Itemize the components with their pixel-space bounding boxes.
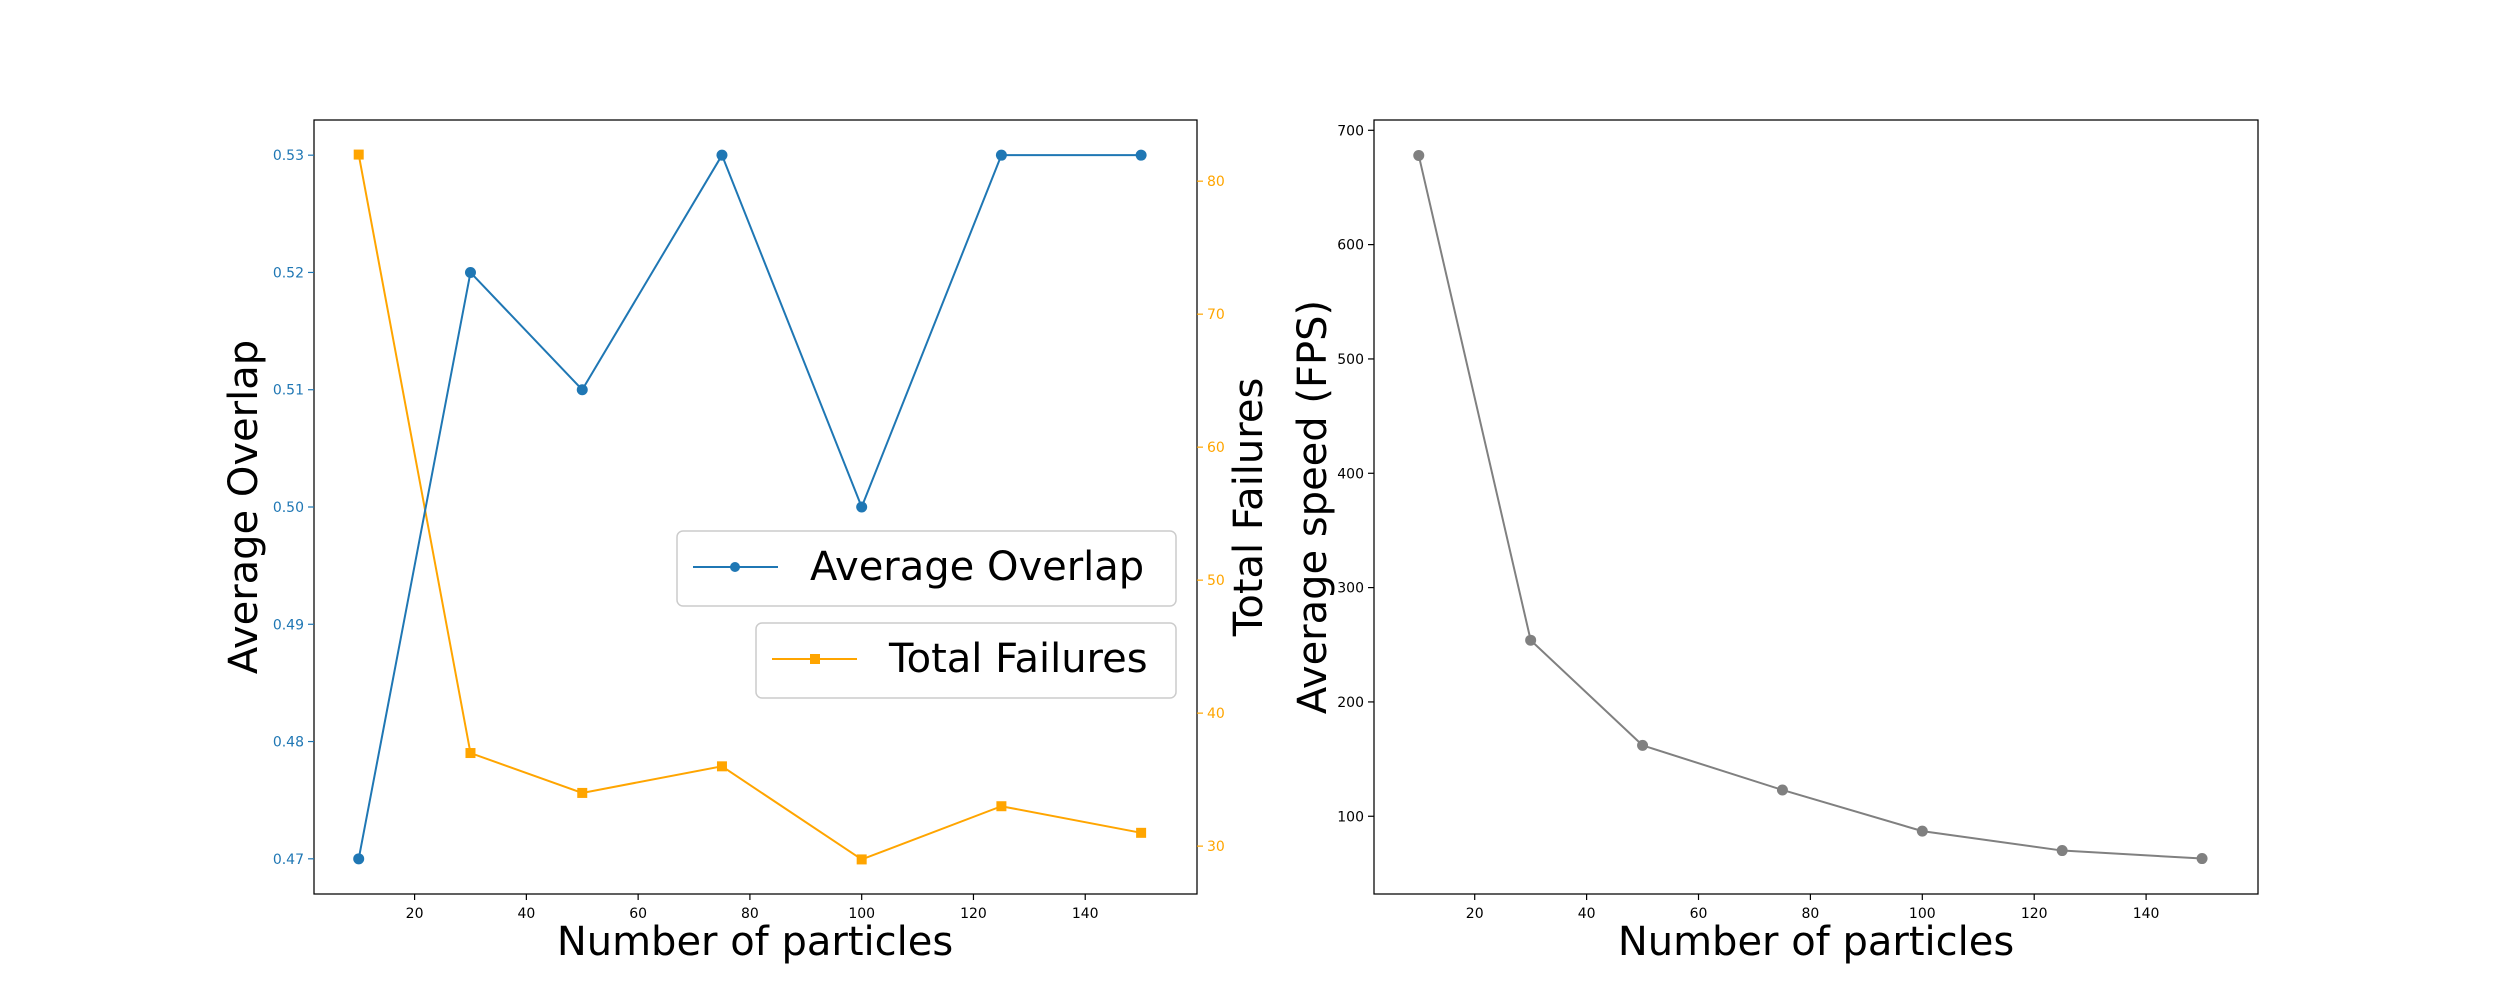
x-axis-ticks: 20 40 60 80 100 120 140 [1466,894,2160,922]
y-axis-ticks: 100 200 300 400 500 600 700 [1337,123,1374,825]
x-tick-label: 40 [1578,906,1596,922]
x-axis-title: Number of particles [1618,919,2014,965]
x-tick-label: 80 [1801,906,1819,922]
x-tick-label: 20 [406,906,424,922]
legend-square-marker [810,654,820,664]
x-tick-label: 80 [741,906,759,922]
y2-tick-label: 70 [1207,307,1225,323]
y-tick-label: 600 [1337,238,1364,254]
average-speed-point [2196,853,2208,865]
average-overlap-point [576,384,588,396]
y-tick-label: 0.53 [273,148,304,164]
y-tick-label: 200 [1337,695,1364,711]
x-tick-label: 140 [1072,906,1099,922]
average-speed-point [1776,784,1788,796]
right-y-axis-ticks: 30 40 50 60 70 80 [1197,174,1225,855]
y-tick-label: 0.48 [273,735,304,751]
y2-tick-label: 40 [1207,706,1225,722]
average-speed-point [2056,845,2068,857]
plot-area-frame [1373,119,2259,895]
y-tick-label: 300 [1337,581,1364,597]
x-tick-label: 60 [629,906,647,922]
y2-tick-label: 60 [1207,440,1225,456]
average-speed-point [1916,825,1928,837]
legend-frame [676,530,1177,607]
x-axis-title: Number of particles [557,919,953,965]
average-speed-point [1413,149,1425,161]
average-speed-point [1637,739,1649,751]
series-layer [353,149,1147,865]
speed-chart: 20 40 60 80 100 120 140 100200300400500600700 … [1290,119,2259,965]
average-overlap-point [464,266,476,278]
average-overlap-point [856,501,868,513]
overlap-failures-chart: 20 40 60 80 100 120 140 0.470.480.490.500.510.… [221,119,1272,965]
y2-tick-label: 50 [1207,573,1225,589]
legend-total-failures: Total Failures [755,622,1177,699]
y-tick-label: 0.51 [273,383,304,399]
x-tick-label: 40 [517,906,535,922]
legend-average-overlap: Average Overlap [676,530,1177,607]
right-y-axis-title: Total Failures [1226,378,1272,638]
legend-frame [755,622,1177,699]
y-tick-label: 0.52 [273,265,304,281]
y-tick-label: 400 [1337,466,1364,482]
y-tick-label: 100 [1337,809,1364,825]
y2-tick-label: 30 [1207,839,1225,855]
left-y-axis-ticks: 0.47 0.48 0.49 0.50 0.51 0.52 0.53 [273,148,314,868]
legend-circle-marker [730,562,740,572]
total-failures-point [465,748,476,759]
legend-label: Average Overlap [810,544,1144,590]
y-tick-label: 0.50 [273,500,304,516]
x-tick-label: 60 [1690,906,1708,922]
average-overlap-point [995,149,1007,161]
y-axis-title: Average speed (FPS) [1290,300,1336,714]
x-axis-ticks: 20 40 60 80 100 120 140 [406,894,1099,922]
y-tick-label: 0.49 [273,617,304,633]
total-failures-point [353,149,364,160]
legend-label: Total Failures [888,636,1148,682]
x-tick-label: 140 [2133,906,2160,922]
total-failures-point [996,801,1007,812]
y-tick-label: 0.47 [273,852,304,868]
series-layer [1413,149,2208,865]
left-y-axis-title: Average Overlap [221,340,267,674]
y2-tick-label: 80 [1207,174,1225,190]
y-tick-label: 700 [1337,123,1364,139]
total-failures-point [716,761,727,772]
x-tick-label: 120 [2021,906,2048,922]
x-tick-label: 120 [960,906,987,922]
total-failures-point [856,854,867,865]
average-overlap-point [716,149,728,161]
total-failures-point [1136,827,1147,838]
y-tick-label: 500 [1337,352,1364,368]
total-failures-point [577,787,588,798]
x-tick-label: 100 [1909,906,1936,922]
average-overlap-point [1135,149,1147,161]
average-speed-point [1525,634,1537,646]
x-tick-label: 20 [1466,906,1484,922]
x-tick-label: 100 [848,906,875,922]
average-overlap-point [353,853,365,865]
